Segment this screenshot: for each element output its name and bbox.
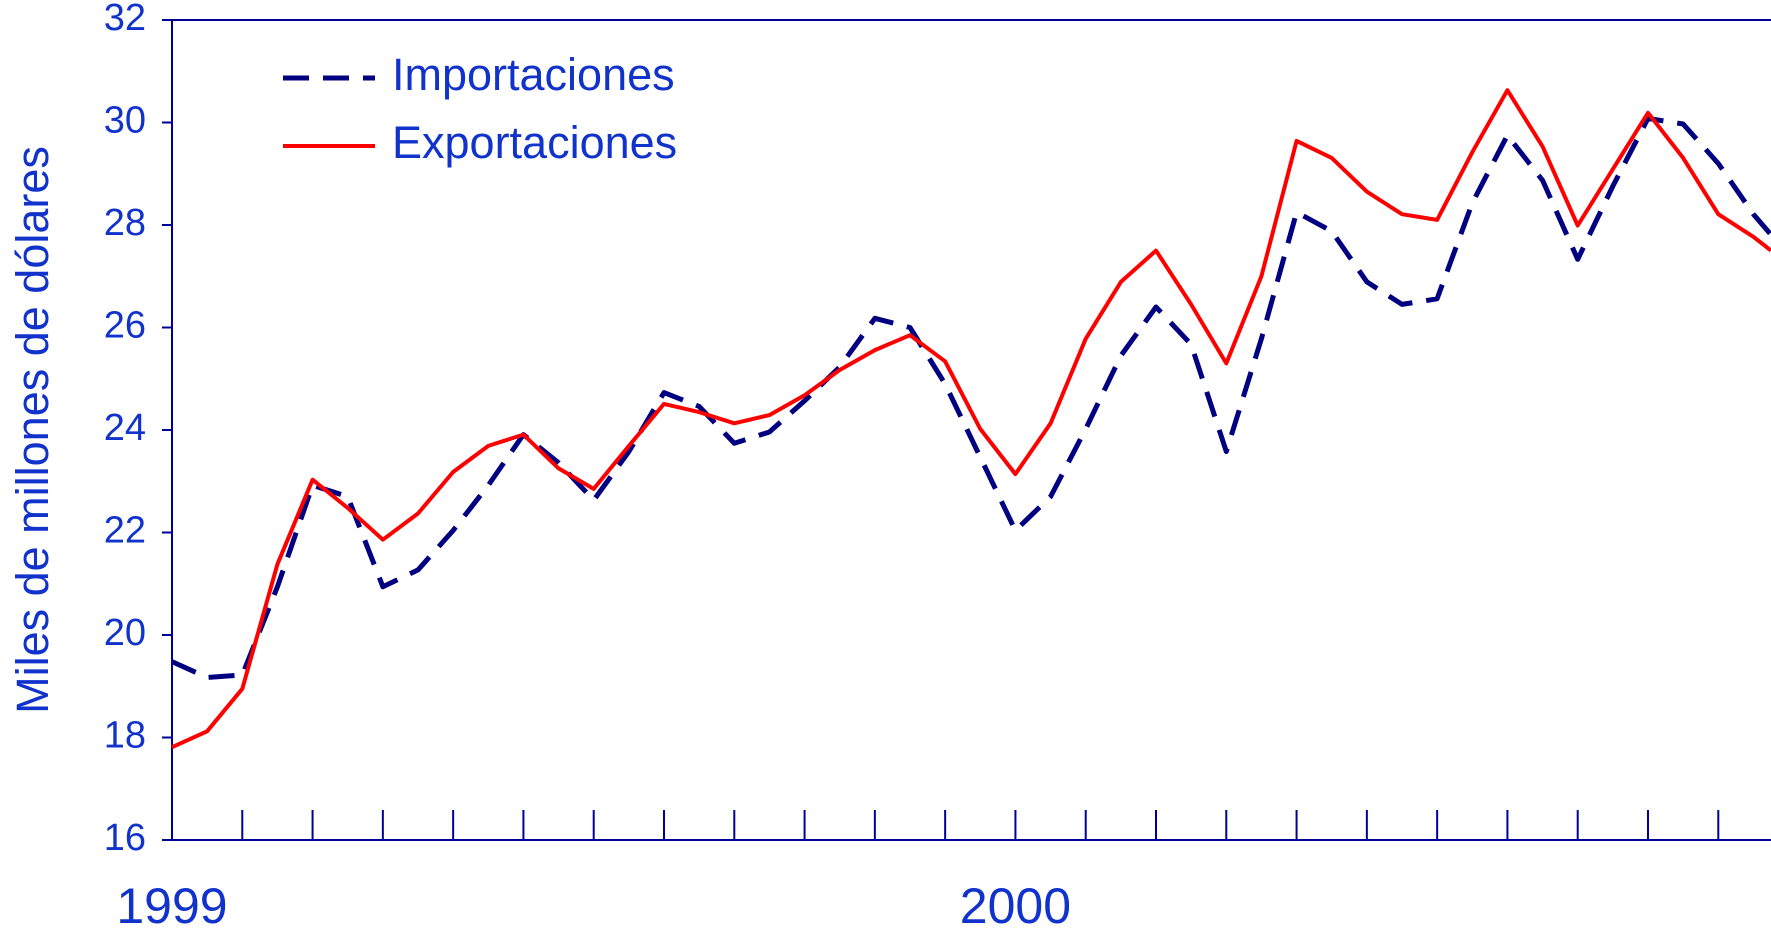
series-line [171,88,1771,750]
y-tick-label: 20 [104,612,146,654]
x-tick-label: 1999 [116,878,227,934]
series-line [170,115,1771,680]
legend-label: Importaciones [392,49,675,100]
y-axis-label: Miles de millones de dólares [7,146,58,714]
y-tick-label: 32 [104,0,146,39]
y-tick-label: 24 [104,407,146,449]
x-tick-label: 2000 [960,878,1071,934]
y-tick-label: 22 [104,510,146,552]
y-tick-label: 16 [104,817,146,859]
y-tick-label: 18 [104,715,146,757]
legend-label: Exportaciones [392,117,677,168]
y-tick-label: 26 [104,305,146,347]
y-tick-label: 30 [104,100,146,142]
y-tick-label: 28 [104,202,146,244]
